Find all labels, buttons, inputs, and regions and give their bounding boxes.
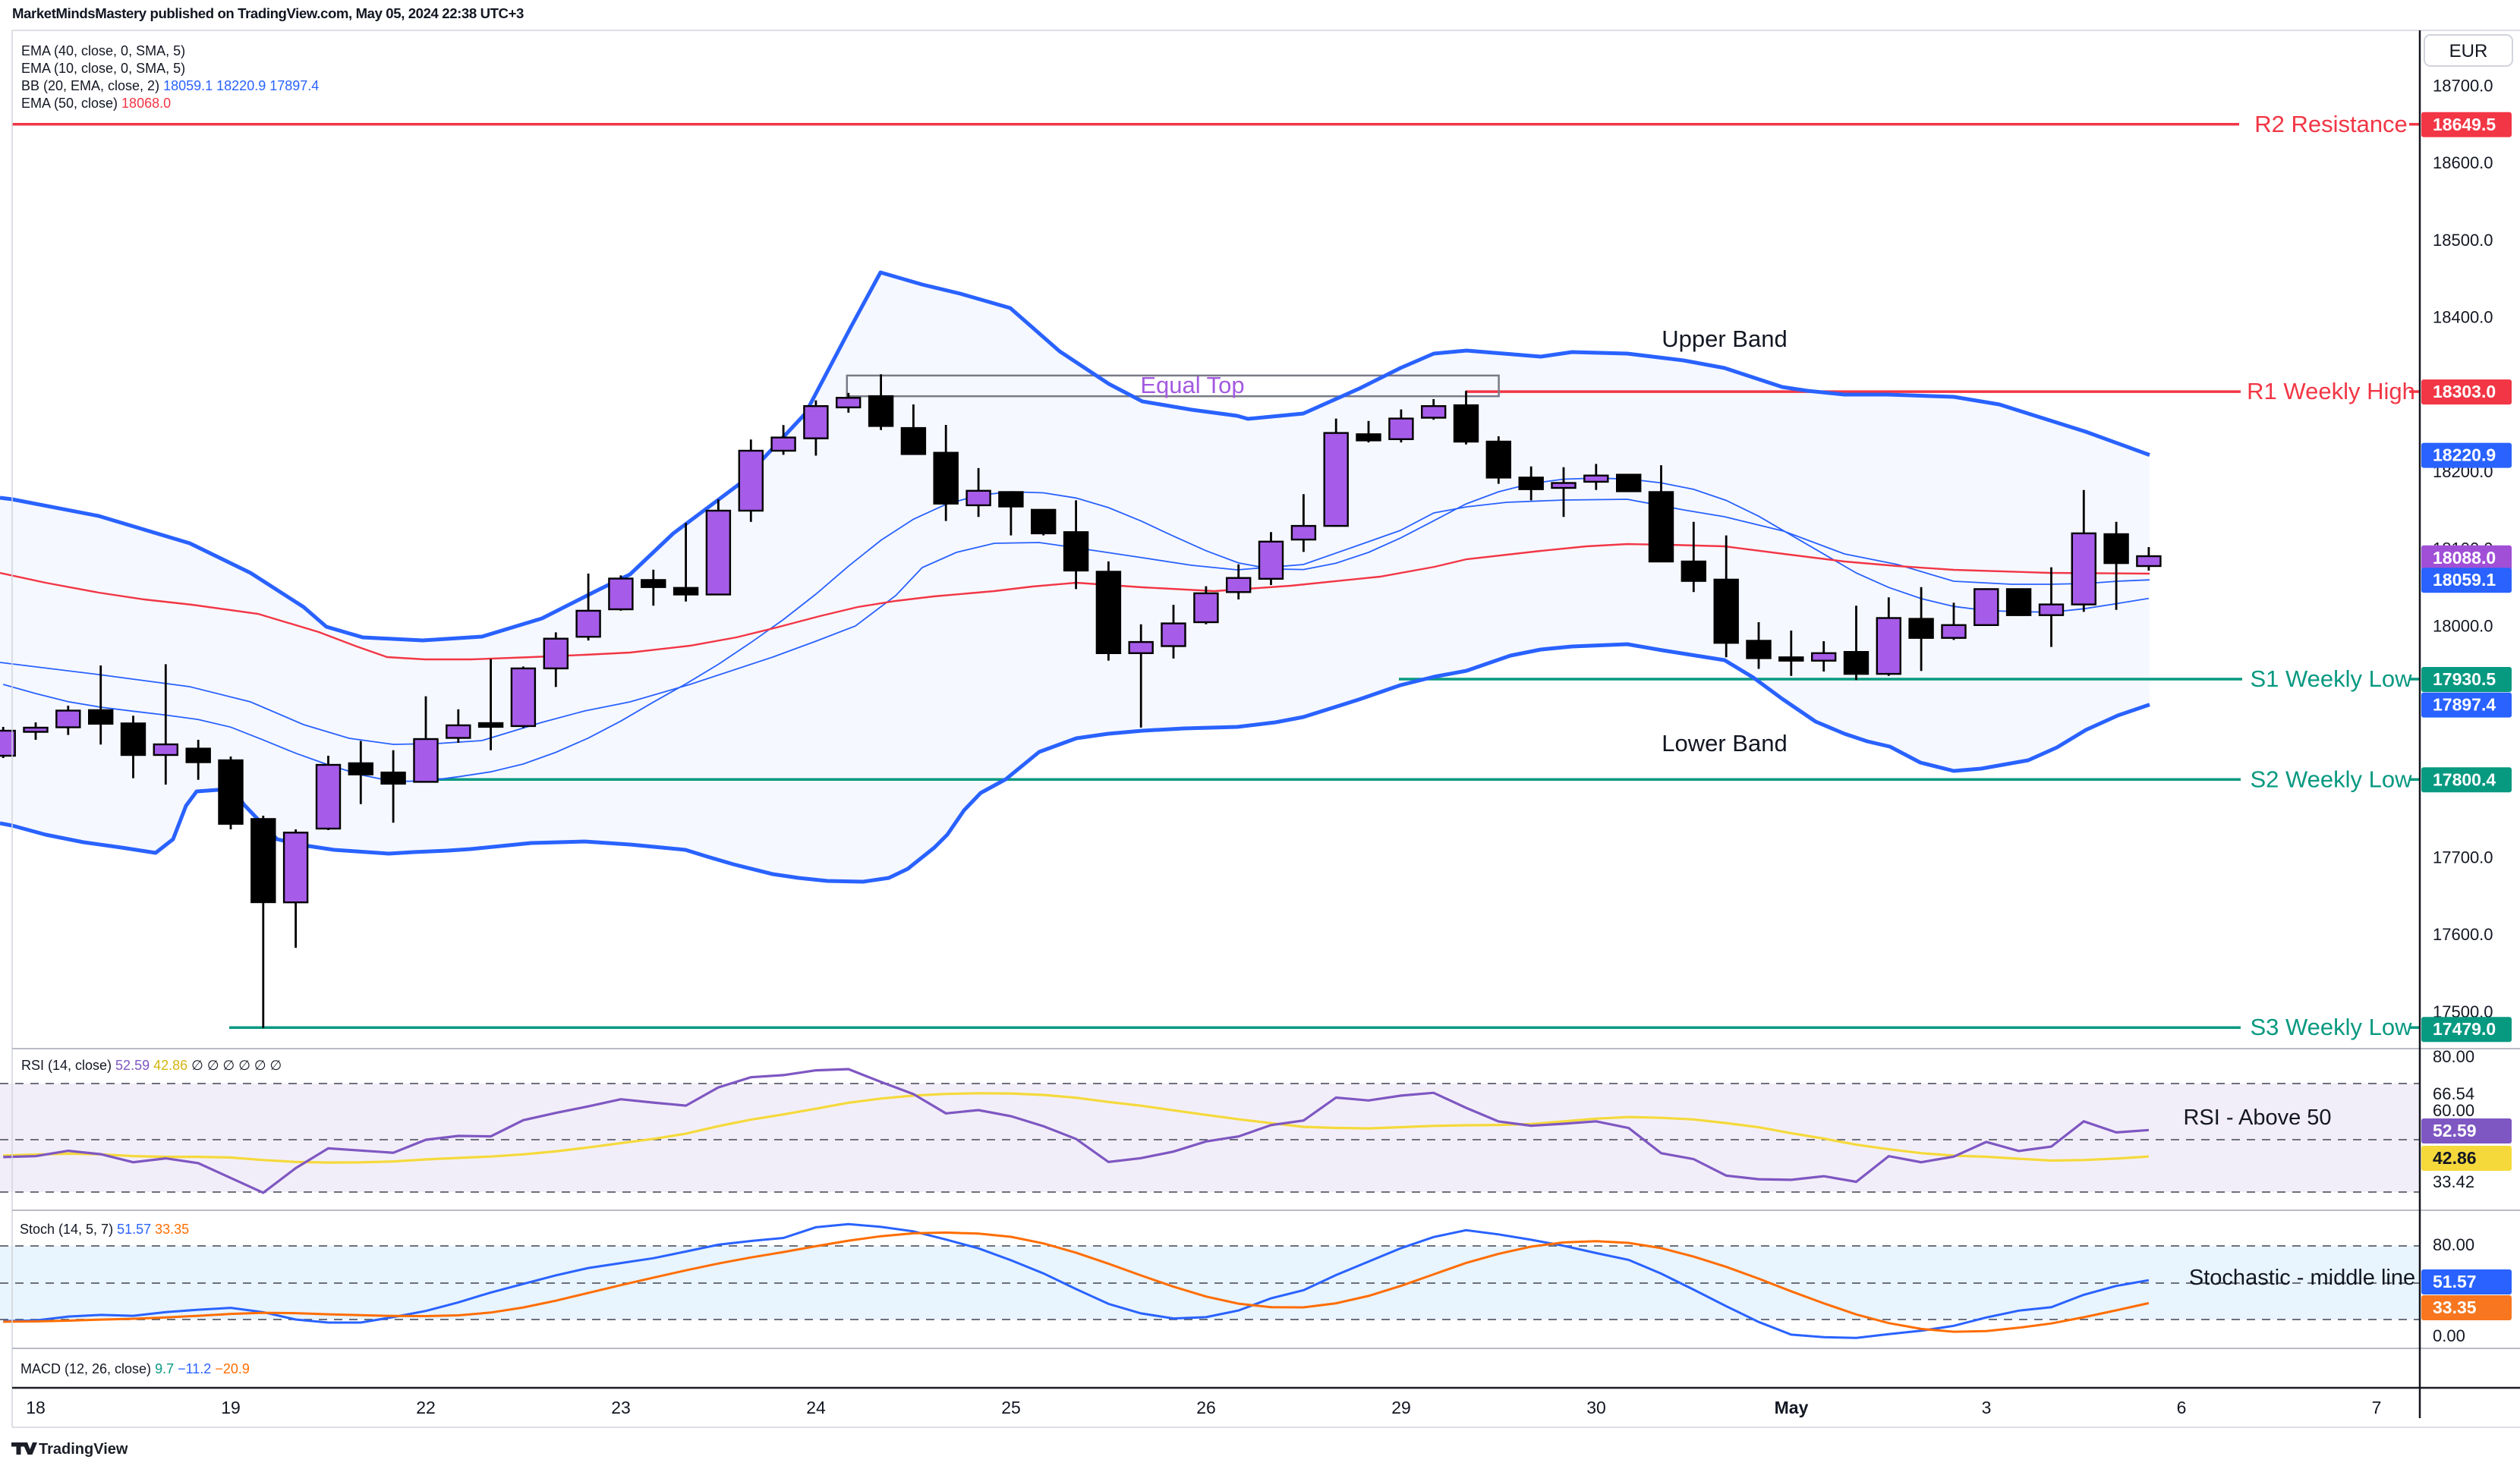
svg-text:May: May (1775, 1398, 1809, 1417)
svg-text:EMA (10, close, 0, SMA, 5): EMA (10, close, 0, SMA, 5) (21, 61, 185, 76)
svg-text:R1 Weekly High: R1 Weekly High (2247, 378, 2415, 404)
svg-text:25: 25 (1001, 1398, 1021, 1417)
svg-text:0.00: 0.00 (2433, 1326, 2465, 1345)
svg-text:RSI (14, close) 52.59 42.86 ∅: RSI (14, close) 52.59 42.86 ∅ ∅ ∅ ∅ ∅ ∅ (21, 1058, 282, 1073)
svg-text:3: 3 (1982, 1398, 1992, 1417)
svg-text:18000.0: 18000.0 (2433, 616, 2493, 635)
svg-text:18: 18 (26, 1398, 46, 1417)
svg-text:18600.0: 18600.0 (2433, 153, 2493, 172)
svg-text:66.54: 66.54 (2433, 1084, 2474, 1103)
svg-text:19: 19 (221, 1398, 241, 1417)
svg-text:80.00: 80.00 (2433, 1047, 2474, 1066)
svg-text:EUR: EUR (2449, 41, 2488, 61)
svg-text:17930.5: 17930.5 (2433, 669, 2496, 689)
svg-text:30: 30 (1586, 1398, 1606, 1417)
svg-text:RSI - Above 50: RSI - Above 50 (2183, 1106, 2331, 1130)
svg-text:18700.0: 18700.0 (2433, 76, 2493, 95)
svg-text:17700.0: 17700.0 (2433, 848, 2493, 867)
svg-text:42.86: 42.86 (2433, 1148, 2477, 1168)
svg-text:EMA (40, close, 0, SMA, 5): EMA (40, close, 0, SMA, 5) (21, 43, 185, 58)
svg-text:S1 Weekly Low: S1 Weekly Low (2250, 665, 2412, 692)
svg-text:S2 Weekly Low: S2 Weekly Low (2250, 766, 2412, 792)
svg-text:18220.9: 18220.9 (2433, 445, 2496, 465)
svg-text:MarketMindsMastery published o: MarketMindsMastery published on TradingV… (12, 5, 524, 21)
svg-text:51.57: 51.57 (2433, 1272, 2477, 1291)
svg-text:18400.0: 18400.0 (2433, 308, 2493, 327)
svg-text:EMA (50, close) 18068.0: EMA (50, close) 18068.0 (21, 96, 171, 111)
svg-text:Stochastic - middle line: Stochastic - middle line (2189, 1266, 2415, 1290)
svg-text:TradingView: TradingView (39, 1441, 128, 1458)
svg-text:Stoch (14, 5, 7) 51.57 33.35: Stoch (14, 5, 7) 51.57 33.35 (20, 1222, 189, 1237)
svg-text:17600.0: 17600.0 (2433, 925, 2493, 944)
svg-text:6: 6 (2177, 1398, 2187, 1417)
svg-text:MACD (12, 26, close) 9.7 −11.2: MACD (12, 26, close) 9.7 −11.2 −20.9 (20, 1361, 250, 1376)
svg-text:18059.1: 18059.1 (2433, 570, 2496, 590)
svg-text:80.00: 80.00 (2433, 1235, 2474, 1254)
svg-text:22: 22 (416, 1398, 436, 1417)
svg-text:Equal Top: Equal Top (1140, 372, 1244, 398)
svg-text:52.59: 52.59 (2433, 1121, 2477, 1140)
svg-text:7: 7 (2372, 1398, 2382, 1417)
svg-text:17897.4: 17897.4 (2433, 695, 2496, 715)
svg-text:26: 26 (1196, 1398, 1216, 1417)
svg-text:18303.0: 18303.0 (2433, 382, 2496, 401)
svg-text:33.35: 33.35 (2433, 1298, 2477, 1317)
svg-text:33.42: 33.42 (2433, 1172, 2474, 1191)
svg-text:17479.0: 17479.0 (2433, 1019, 2496, 1039)
svg-text:18088.0: 18088.0 (2433, 548, 2496, 568)
svg-text:Lower Band: Lower Band (1662, 730, 1787, 757)
svg-text:18500.0: 18500.0 (2433, 231, 2493, 250)
svg-text:29: 29 (1391, 1398, 1411, 1417)
svg-text:24: 24 (806, 1398, 826, 1417)
svg-text:60.00: 60.00 (2433, 1101, 2474, 1120)
svg-text:R2 Resistance: R2 Resistance (2254, 111, 2408, 137)
svg-text:23: 23 (611, 1398, 631, 1417)
svg-text:18649.5: 18649.5 (2433, 115, 2496, 134)
svg-text:17800.4: 17800.4 (2433, 769, 2496, 789)
svg-text:S3 Weekly Low: S3 Weekly Low (2250, 1014, 2412, 1040)
svg-text:BB (20, EMA, close, 2) 18059.1: BB (20, EMA, close, 2) 18059.1 18220.9 1… (21, 78, 319, 93)
svg-text:Upper Band: Upper Band (1662, 326, 1787, 352)
